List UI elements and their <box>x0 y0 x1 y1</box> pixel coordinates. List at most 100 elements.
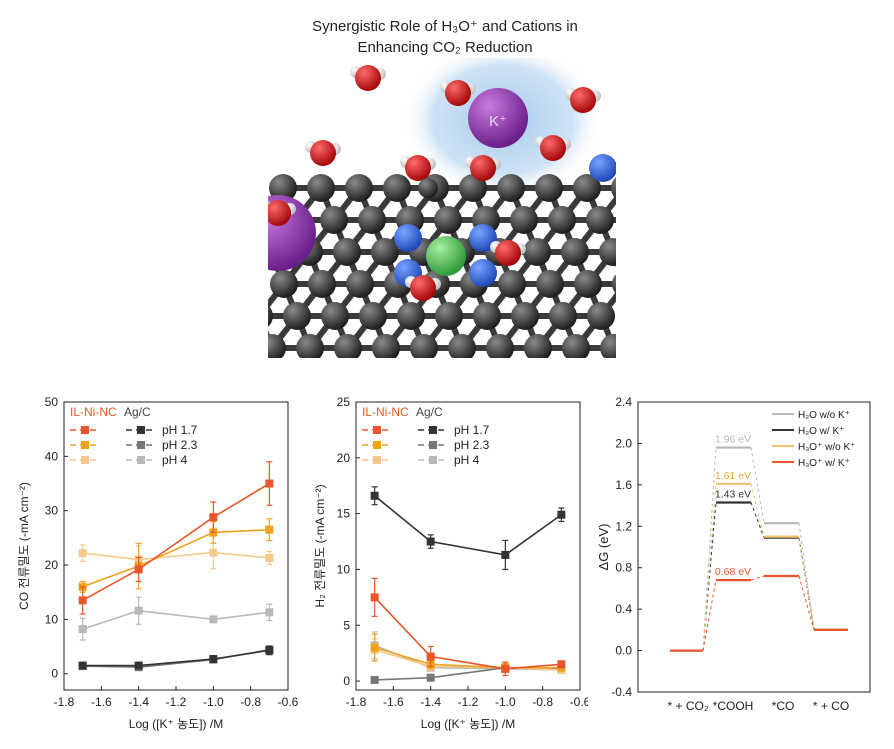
y-axis-label: CO 전류밀도 (-mA cm⁻²) <box>17 482 31 610</box>
legend-swatch-marker <box>373 426 381 434</box>
carbon-atom <box>372 334 400 358</box>
figure-title-line1: Synergistic Role of H₃O⁺ and Cations in <box>312 18 578 35</box>
legend-swatch-marker <box>137 456 145 464</box>
legend-group-header: IL-Ni-NC <box>70 405 117 419</box>
carbon-atom <box>410 334 438 358</box>
y-tick-label: 10 <box>337 562 351 576</box>
carbon-atom <box>473 302 501 330</box>
carbon-atom <box>308 270 336 298</box>
carbon-atom <box>498 270 526 298</box>
y-tick-label: 30 <box>45 504 59 518</box>
carbon-atom <box>510 206 538 234</box>
carbon-atom <box>283 302 311 330</box>
data-point <box>134 606 143 615</box>
carbon-atom <box>321 302 349 330</box>
x-tick-label: -1.4 <box>420 695 441 709</box>
carbon-atom <box>497 174 525 202</box>
legend-group-header: Ag/C <box>124 405 151 419</box>
x-category-label: *CO <box>772 699 795 713</box>
y-tick-label: 0.8 <box>615 561 632 575</box>
series-line <box>82 528 270 588</box>
carbon-atom <box>434 206 462 234</box>
oxygen-atom <box>540 135 566 161</box>
free-energy-chart: -0.4 0.0 0.4 0.8 1.2 1.6 2.0 2.4 ΔG (eV) * + CO₂ *… <box>596 395 871 713</box>
legend-swatch-marker <box>429 426 437 434</box>
data-point <box>78 661 87 670</box>
x-tick-label: -1.6 <box>383 695 404 709</box>
x-tick-label: -1.8 <box>346 695 367 709</box>
legend-swatch-marker <box>137 441 145 449</box>
carbon-atom <box>448 334 476 358</box>
series-line <box>82 649 270 667</box>
nickel-atom <box>426 236 466 276</box>
carbon-atom <box>600 334 616 358</box>
figure-title-line2: Enhancing CO₂ Reduction <box>357 39 533 56</box>
x-category-label: * + CO₂ <box>667 699 708 713</box>
carbon-atom <box>562 334 590 358</box>
legend-label: pH 1.7 <box>162 423 198 437</box>
y-tick-label: 5 <box>343 618 350 632</box>
y-tick-label: 15 <box>337 507 351 521</box>
carbon-atom <box>523 238 551 266</box>
energy-connector <box>750 447 765 524</box>
series-line <box>82 649 270 668</box>
energy-connector <box>750 502 765 538</box>
legend-group-header: IL-Ni-NC <box>362 405 409 419</box>
carbon-atom <box>599 238 616 266</box>
energy-connector <box>702 483 717 651</box>
carbon-atom <box>307 174 335 202</box>
carbon-atom <box>524 334 552 358</box>
legend-group-header: Ag/C <box>416 405 443 419</box>
data-point <box>78 625 87 634</box>
potassium-ion <box>468 88 528 148</box>
x-tick-label: -0.6 <box>278 695 298 709</box>
nitrogen-atom <box>394 224 422 252</box>
oxygen-atom <box>495 240 521 266</box>
data-point <box>78 549 87 558</box>
data-point <box>557 510 566 519</box>
legend-label: pH 2.3 <box>454 438 490 452</box>
legend-swatch-marker <box>81 426 89 434</box>
oxygen-atom <box>470 155 496 181</box>
data-point <box>209 513 218 522</box>
carbon-atom <box>269 174 297 202</box>
data-point <box>370 593 379 602</box>
h2-current-chart: -1.8 -1.6 -1.4 -1.2 -1.0 -0.8 -0.6 0 5 10 15 20 25 Lo… <box>313 395 588 731</box>
y-tick-label: 40 <box>45 449 59 463</box>
data-point <box>370 491 379 500</box>
barrier-annotation: 0.68 eV <box>715 566 751 578</box>
x-tick-label: -1.6 <box>91 695 112 709</box>
carbon-atom <box>573 174 601 202</box>
molecule-illustration: K⁺ <box>268 58 616 358</box>
carbon-atom <box>586 206 614 234</box>
data-point <box>209 655 218 664</box>
barrier-annotation: 1.96 eV <box>715 434 751 446</box>
legend-label: pH 4 <box>454 453 480 467</box>
x-axis-label: Log ([K⁺ 농도]) /M <box>421 717 515 731</box>
data-point <box>265 608 274 617</box>
carbon-atom <box>320 206 348 234</box>
data-point <box>426 673 435 682</box>
carbon-atom <box>383 174 411 202</box>
carbon-atom <box>612 274 616 294</box>
y-tick-label: 1.6 <box>615 478 632 492</box>
data-point <box>78 596 87 605</box>
y-tick-label: 25 <box>337 395 351 409</box>
barrier-annotation: 1.61 eV <box>715 470 751 482</box>
y-tick-label: 0 <box>51 667 58 681</box>
carbon-atom <box>346 270 374 298</box>
y-tick-label: 0.0 <box>615 644 632 658</box>
legend-swatch-marker <box>81 441 89 449</box>
energy-connector <box>798 536 815 630</box>
carbon-atom <box>459 174 487 202</box>
data-point <box>134 565 143 574</box>
y-tick-label: -0.4 <box>611 685 632 699</box>
carbon-atom <box>435 302 463 330</box>
oxygen-atom <box>310 140 336 166</box>
oxygen-atom <box>268 200 291 226</box>
x-tick-label: -1.4 <box>128 695 149 709</box>
legend-swatch-marker <box>429 456 437 464</box>
legend-swatch-marker <box>137 426 145 434</box>
series-line <box>374 649 562 671</box>
legend-label: pH 1.7 <box>454 423 490 437</box>
